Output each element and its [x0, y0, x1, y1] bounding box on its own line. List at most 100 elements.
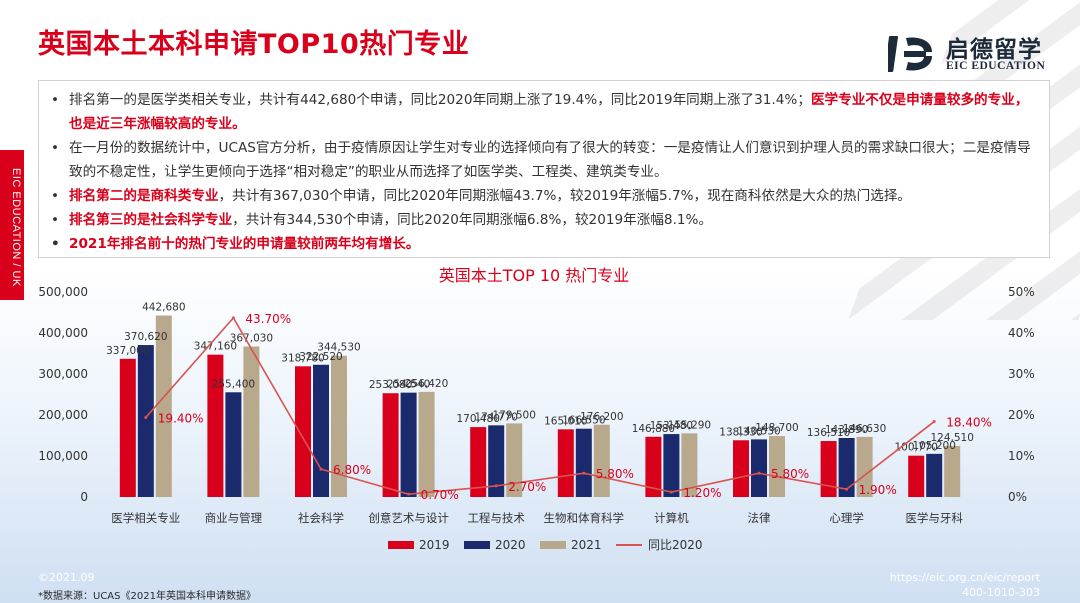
- bar-2020: [400, 392, 417, 497]
- y-tick-label: 300,000: [38, 367, 88, 381]
- bar-2019: [382, 393, 399, 497]
- brand-logo[interactable]: 启德留学 EIC EDUCATION: [888, 30, 1058, 80]
- y2-tick-label: 30%: [1008, 367, 1035, 381]
- eic-logo-icon: [888, 36, 932, 72]
- yoy-value-label: 19.40%: [158, 411, 204, 425]
- yoy-value-label: 43.70%: [245, 312, 291, 326]
- bar-2020: [663, 434, 680, 497]
- y-tick-label: 400,000: [38, 326, 88, 340]
- y-tick-label: 200,000: [38, 408, 88, 422]
- bar-2019: [733, 440, 749, 497]
- summary-notes: 排名第一的是医学类相关专业，共计有442,680个申请，同比2020年同期上涨了…: [38, 80, 1050, 258]
- yoy-point: [582, 471, 586, 475]
- yoy-value-label: 5.80%: [771, 467, 809, 481]
- bar-2021: [769, 436, 785, 497]
- bar-2019: [908, 455, 925, 497]
- bar-value-label: 146,630: [843, 423, 886, 435]
- bar-value-label: 370,620: [124, 331, 167, 343]
- note-5-text: 2021年排名前十的热门专业的申请量较前两年均有增长。: [69, 236, 420, 252]
- bar-2021: [944, 445, 961, 497]
- x-tick-label: 创意艺术与设计: [368, 511, 449, 525]
- bar-value-label: 254,540: [387, 379, 430, 391]
- yoy-value-label: 1.90%: [859, 483, 897, 497]
- bar-2021: [856, 436, 873, 497]
- bar-value-label: 105,200: [912, 440, 955, 452]
- yoy-point: [319, 467, 323, 471]
- legend-label: 2019: [419, 538, 450, 552]
- bar-2021: [331, 355, 347, 497]
- note-item-1: 排名第一的是医学类相关专业，共计有442,680个申请，同比2020年同期上涨了…: [49, 88, 1037, 136]
- x-tick-label: 生物和体育科学: [544, 511, 625, 525]
- yoy-value-label: 6.80%: [333, 463, 371, 477]
- bar-2020: [225, 392, 242, 497]
- bar-value-label: 367,030: [230, 333, 273, 345]
- note-1-text: 排名第一的是医学类相关专业，共计有442,680个申请，同比2020年同期上涨了…: [69, 92, 811, 108]
- bar-2019: [207, 354, 224, 497]
- bar-value-label: 146,880: [632, 423, 675, 435]
- x-tick-label: 法律: [748, 511, 771, 525]
- bar-value-label: 170,480: [456, 413, 499, 425]
- bar-2019: [295, 366, 311, 497]
- bar-group: [119, 315, 961, 497]
- y2-tick-label: 40%: [1008, 326, 1035, 340]
- legend-swatch: [540, 541, 566, 549]
- footer-source: *数据来源：UCAS《2021年英国本科申请数据》: [38, 591, 256, 602]
- yoy-point: [231, 316, 235, 320]
- bar-value-label: 155,290: [668, 419, 711, 431]
- x-tick-label: 医学相关专业: [111, 511, 180, 525]
- bar-2019: [470, 427, 487, 497]
- bar-value-label: 174,770: [474, 411, 517, 423]
- bar-2021: [681, 433, 698, 497]
- yoy-point: [407, 492, 411, 496]
- x-tick-label: 计算机: [654, 511, 689, 525]
- bar-2020: [137, 345, 154, 497]
- bar-2019: [119, 358, 136, 497]
- bar-value-label: 322,520: [299, 351, 342, 363]
- bar-value-label: 318,780: [281, 352, 324, 364]
- bar-value-label: 253,080: [369, 379, 412, 391]
- note-4-text: ，共计有344,530个申请，同比2020年同期涨幅6.8%，较2019年涨幅8…: [232, 212, 713, 228]
- side-label: EIC EDUCATION / UK: [10, 168, 22, 287]
- note-3-text: ，共计有367,030个申请，同比2020年同期涨幅43.7%，较2019年涨幅…: [218, 188, 912, 204]
- legend-swatch: [464, 541, 490, 549]
- bar-2021: [155, 315, 172, 497]
- yoy-point: [845, 487, 849, 491]
- bar-2021: [418, 391, 435, 497]
- y-axis-left: 0 100,000 200,000 300,000 400,000 500,000: [38, 285, 88, 504]
- yoy-value-label: 1.20%: [683, 486, 721, 500]
- bar-value-label: 176,200: [580, 411, 623, 423]
- x-axis: 医学相关专业 商业与管理 社会科学 创意艺术与设计 工程与技术 生物和体育科学 计算机 法律 心…: [111, 511, 963, 525]
- bar-labels: 337,000370,620442,680347,160255,400367,0…: [106, 302, 974, 454]
- footer-phone: 400-1010-303: [962, 586, 1040, 599]
- footer-url[interactable]: https://eic.org.cn/eic/report: [889, 571, 1040, 584]
- footer-date: ©2021.09: [38, 571, 95, 584]
- yoy-point: [669, 490, 673, 494]
- bar-value-label: 140,530: [737, 425, 780, 437]
- yoy-value-label: 18.40%: [946, 416, 992, 430]
- bar-value-label: 337,000: [106, 345, 149, 357]
- bar-2020: [575, 428, 592, 497]
- yoy-value-label: 0.70%: [421, 488, 459, 502]
- x-tick-label: 社会科学: [298, 511, 344, 525]
- legend-label: 2021: [571, 538, 602, 552]
- y-tick-label: 500,000: [38, 285, 88, 299]
- bar-value-label: 166,550: [562, 415, 605, 427]
- y2-tick-label: 0%: [1008, 490, 1027, 504]
- note-2-text: 在一月份的数据统计中，UCAS官方分析，由于疫情原因让学生对专业的选择倾向有了很…: [69, 140, 1031, 180]
- note-3-highlight: 排名第二的是商科类专业: [69, 188, 219, 204]
- bar-value-label: 256,420: [405, 378, 448, 390]
- bar-2021: [506, 423, 523, 497]
- y-tick-label: 100,000: [38, 449, 88, 463]
- side-band: [0, 150, 24, 300]
- note-item-3: 排名第二的是商科类专业，共计有367,030个申请，同比2020年同期涨幅43.…: [49, 184, 1037, 208]
- x-tick-label: 工程与技术: [467, 511, 525, 525]
- yoy-line-path: [145, 316, 935, 495]
- y2-tick-label: 50%: [1008, 285, 1035, 299]
- bar-2020: [751, 439, 767, 497]
- y2-tick-label: 20%: [1008, 408, 1035, 422]
- bar-2020: [926, 453, 943, 497]
- bar-2019: [820, 441, 837, 497]
- bar-2020: [488, 425, 505, 497]
- bar-value-label: 442,680: [142, 302, 185, 314]
- y2-tick-label: 10%: [1008, 449, 1035, 463]
